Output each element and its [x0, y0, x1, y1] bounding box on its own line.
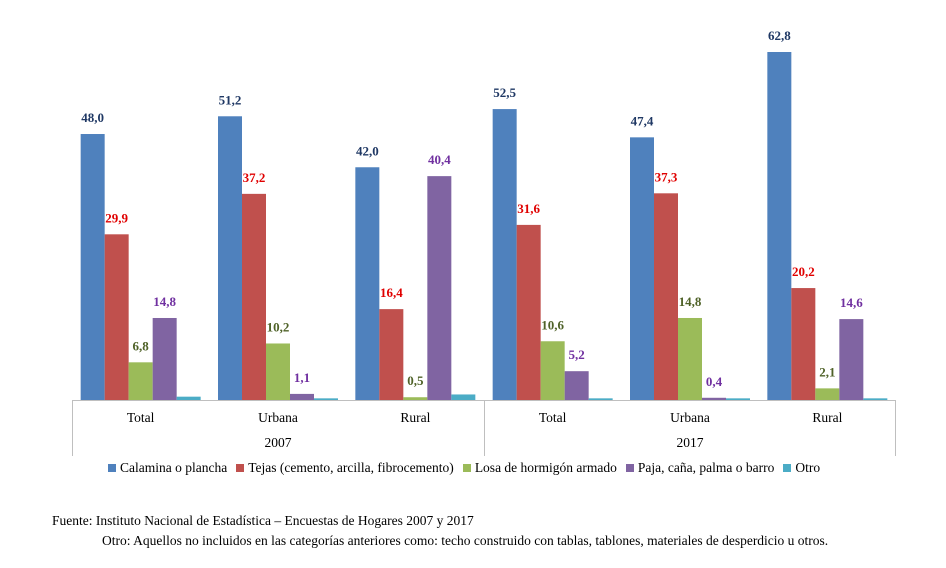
bar-2-4 — [516, 224, 541, 400]
source-note: Fuente: Instituto Nacional de Estadístic… — [52, 513, 474, 528]
value-label: 40,4 — [428, 152, 451, 167]
year-group-label: 2017 — [677, 435, 704, 450]
bar-1-2 — [218, 116, 242, 400]
value-label: 47,4 — [631, 113, 654, 128]
value-label: 5,2 — [569, 347, 585, 362]
value-label: 37,3 — [655, 169, 678, 184]
bar-4-2 — [290, 393, 314, 400]
value-label: 6,8 — [133, 338, 150, 353]
bar-2-1 — [104, 234, 129, 400]
bar-2-3 — [379, 309, 404, 400]
bar-5-6 — [863, 398, 888, 400]
bar-5-3 — [451, 394, 476, 400]
legend-swatch — [783, 464, 792, 472]
bar-2-6 — [791, 288, 816, 400]
bar-1-6 — [767, 52, 792, 400]
value-label: 42,0 — [356, 143, 379, 158]
legend-label: Paja, caña, palma o barro — [637, 460, 775, 475]
legend-label: Tejas (cemento, arcilla, fibrocemento) — [248, 460, 454, 475]
category-axis: Total Urbana Rural 2007 Total Urbana Rural 2017 — [72, 400, 896, 456]
bars-layer — [80, 52, 888, 401]
value-label: 51,2 — [219, 92, 242, 107]
category-label: Rural — [400, 410, 430, 425]
bar-5-4 — [588, 398, 613, 400]
legend-swatch — [462, 464, 471, 472]
legend: Calamina o plancha Tejas (cemento, arcill… — [108, 460, 829, 476]
bar-1-4 — [492, 109, 517, 401]
value-label: 62,8 — [768, 28, 791, 43]
value-label: 31,6 — [517, 201, 540, 216]
value-label: 29,9 — [105, 210, 128, 225]
bar-2-2 — [242, 193, 266, 400]
value-label: 2,1 — [819, 364, 835, 379]
value-label: 1,1 — [294, 370, 310, 385]
legend-swatch — [236, 464, 245, 472]
bar-1-1 — [80, 134, 105, 400]
bar-4-6 — [839, 319, 864, 400]
bar-4-5 — [702, 397, 726, 400]
legend-item-4: Paja, caña, palma o barro — [625, 460, 775, 476]
legend-label: Calamina o plancha — [120, 460, 228, 475]
value-label: 52,5 — [493, 85, 516, 100]
legend-item-1: Calamina o plancha — [108, 460, 227, 476]
value-labels-layer: 48,0 29,9 6,8 14,8 51,2 37,2 10,2 1,1 42,0 16,4 0,… — [81, 28, 863, 389]
legend-swatch — [108, 464, 116, 472]
legend-item-3: Losa de hormigón armado — [462, 460, 617, 476]
category-label: Total — [539, 410, 567, 425]
category-label: Total — [127, 410, 155, 425]
value-label: 10,6 — [541, 317, 564, 332]
bar-3-6 — [815, 388, 840, 400]
value-label: 20,2 — [792, 264, 815, 279]
bar-3-1 — [128, 362, 153, 400]
value-label: 16,4 — [380, 285, 403, 300]
bar-4-4 — [564, 371, 589, 400]
bar-4-1 — [152, 317, 177, 400]
legend-item-5: Otro — [783, 460, 820, 476]
value-label: 0,5 — [407, 373, 424, 388]
legend-label: Losa de hormigón armado — [474, 460, 617, 475]
category-label: Urbana — [258, 410, 298, 425]
bar-2-5 — [654, 193, 678, 400]
value-label: 0,4 — [706, 374, 723, 389]
bar-3-2 — [266, 343, 290, 400]
bar-1-5 — [630, 137, 654, 400]
bar-1-3 — [355, 167, 380, 400]
category-label: Urbana — [670, 410, 710, 425]
bar-5-2 — [314, 398, 338, 400]
bar-3-4 — [540, 341, 565, 400]
bar-5-1 — [176, 396, 201, 400]
value-label: 48,0 — [81, 110, 104, 125]
value-label: 14,8 — [679, 294, 702, 309]
other-definition-note: Otro: Aquellos no incluidos en las categ… — [102, 533, 829, 548]
legend-item-2: Tejas (cemento, arcilla, fibrocemento) — [236, 460, 454, 476]
bar-3-3 — [403, 397, 428, 400]
value-label: 14,6 — [840, 295, 863, 310]
bar-3-5 — [678, 317, 702, 400]
value-label: 37,2 — [243, 170, 266, 185]
bar-4-3 — [427, 176, 452, 400]
category-label: Rural — [812, 410, 842, 425]
bar-chart: 48,0 29,9 6,8 14,8 51,2 37,2 10,2 1,1 42,0 16,4 0,… — [72, 28, 896, 456]
value-label: 10,2 — [267, 319, 290, 334]
legend-swatch — [625, 464, 634, 472]
legend-label: Otro — [795, 460, 821, 475]
value-label: 14,8 — [153, 294, 176, 309]
year-group-label: 2007 — [265, 435, 292, 450]
bar-5-5 — [726, 398, 750, 400]
